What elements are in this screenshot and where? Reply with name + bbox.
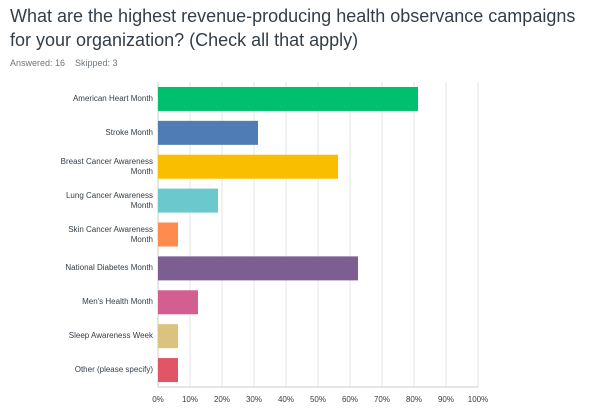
x-tick-label: 60% (342, 395, 358, 404)
category-label: Skin Cancer Awareness Month (68, 224, 153, 244)
skipped-count: Skipped: 3 (75, 58, 118, 68)
bar (158, 188, 218, 213)
answered-count: Answered: 16 (10, 58, 66, 68)
bar (158, 86, 418, 111)
category-label: Breast Cancer Awareness Month (60, 156, 153, 176)
bar (158, 154, 338, 179)
category-label: Men's Health Month (82, 297, 153, 307)
bar (158, 324, 178, 349)
x-tick-label: 90% (438, 395, 454, 404)
bar (158, 222, 178, 247)
bar (158, 120, 258, 145)
category-label: American Heart Month (72, 93, 153, 103)
category-label: Other (please specify) (74, 365, 153, 375)
x-tick-label: 30% (246, 395, 262, 404)
x-tick-label: 80% (406, 395, 422, 404)
x-tick-label: 70% (374, 395, 390, 404)
bar (158, 290, 198, 315)
x-tick-label: 100% (468, 395, 488, 404)
x-tick-label: 50% (310, 395, 326, 404)
category-label: Lung Cancer Awareness Month (65, 190, 153, 210)
x-tick-label: 0% (152, 395, 164, 404)
x-tick-label: 10% (182, 395, 198, 404)
bar (158, 358, 178, 383)
category-label: National Diabetes Month (65, 263, 153, 273)
x-tick-label: 40% (278, 395, 294, 404)
bar (158, 256, 358, 281)
x-tick-label: 20% (214, 395, 230, 404)
category-label: Sleep Awareness Week (68, 331, 153, 341)
category-label: Stroke Month (105, 127, 153, 137)
question-title: What are the highest revenue-producing h… (10, 6, 576, 50)
